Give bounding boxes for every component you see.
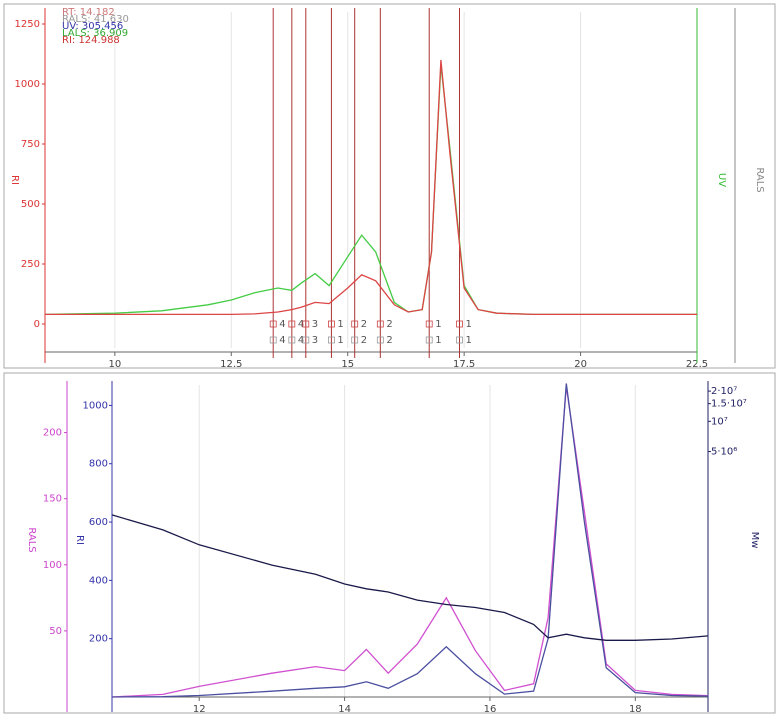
legend-entry: RALS: 41.630 <box>62 14 129 25</box>
y2-tick-label: 5·10⁶ <box>711 447 737 458</box>
legend-entry: LALS: 36.909 <box>62 28 128 39</box>
marker-label: 4 <box>279 319 285 330</box>
x-tick-label: 14 <box>338 704 351 715</box>
marker-box <box>351 320 359 328</box>
marker-box <box>425 320 433 328</box>
y-tick-label: 600 <box>89 517 108 528</box>
marker-box <box>425 336 433 344</box>
marker-box <box>269 336 277 344</box>
marker-label: 1 <box>465 319 471 330</box>
marker-box <box>302 336 310 344</box>
y-tick-label: 750 <box>21 139 40 150</box>
y-tick-label: 1250 <box>15 19 40 30</box>
y-tick-label: 1000 <box>15 79 40 90</box>
x-tick-label: 22.5 <box>686 359 708 370</box>
marker-box <box>288 320 296 328</box>
y-tick-label: 200 <box>89 634 108 645</box>
marker-box <box>302 320 310 328</box>
marker-box <box>376 320 384 328</box>
x-tick-label: 17.5 <box>453 359 475 370</box>
marker-label: 2 <box>386 319 392 330</box>
y2-tick-label: 1.5·10⁷ <box>711 399 747 410</box>
marker-label: 3 <box>312 319 318 330</box>
y3-tick-label: 100 <box>43 560 62 571</box>
axis-title: RI <box>74 535 85 545</box>
y-tick-label: 800 <box>89 459 108 470</box>
y-tick-label: 500 <box>21 199 40 210</box>
legend-entry: RI: 124.988 <box>62 35 120 46</box>
y-tick-label: 1000 <box>83 400 108 411</box>
marker-box <box>328 320 335 328</box>
marker-label: 2 <box>361 319 367 330</box>
x-tick-label: 12.5 <box>220 359 242 370</box>
marker-box <box>328 336 335 344</box>
marker-label: 4 <box>298 319 304 330</box>
series-line <box>45 59 697 316</box>
y-tick-label: 250 <box>21 259 40 270</box>
legend-entry: RT: 14.182 <box>62 7 115 18</box>
marker-box <box>351 336 359 344</box>
marker-label: 2 <box>386 335 392 346</box>
marker-label: 3 <box>312 335 318 346</box>
y-tick-label: 0 <box>34 319 40 330</box>
x-tick-label: 15 <box>341 359 354 370</box>
marker-label: 1 <box>337 319 343 330</box>
marker-box <box>456 336 463 344</box>
axis-title: RI <box>9 175 20 185</box>
marker-box <box>269 320 277 328</box>
y3-tick-label: 200 <box>43 428 62 439</box>
axis-title: RALS <box>26 527 37 552</box>
x-tick-label: 16 <box>484 704 497 715</box>
marker-box <box>288 336 296 344</box>
marker-label: 2 <box>361 335 367 346</box>
y3-tick-label: 50 <box>49 626 62 637</box>
marker-label: 1 <box>465 335 471 346</box>
legend-entry: UV: 305.456 <box>62 21 123 32</box>
x-tick-label: 18 <box>629 704 642 715</box>
marker-label: 1 <box>435 335 441 346</box>
marker-box <box>456 320 463 328</box>
x-tick-label: 10 <box>108 359 121 370</box>
marker-label: 1 <box>337 335 343 346</box>
marker-box <box>376 336 384 344</box>
x-tick-label: 20 <box>574 359 587 370</box>
y3-tick-label: 150 <box>43 494 62 505</box>
y2-tick-label: 10⁷ <box>711 416 728 427</box>
top-panel <box>3 3 776 369</box>
bottom-panel <box>3 372 776 714</box>
axis-title: RALS <box>754 167 765 192</box>
series-line <box>111 383 709 698</box>
y-tick-label: 400 <box>89 575 108 586</box>
series-line <box>111 386 709 698</box>
x-tick-label: 12 <box>193 704 206 715</box>
y2-tick-label: 2·10⁷ <box>711 386 737 397</box>
marker-label: 1 <box>435 319 441 330</box>
axis-title: Mw <box>749 532 760 549</box>
series-line <box>111 514 709 641</box>
axis-title: UV <box>716 173 727 187</box>
marker-label: 4 <box>279 335 285 346</box>
marker-label: 4 <box>298 335 304 346</box>
